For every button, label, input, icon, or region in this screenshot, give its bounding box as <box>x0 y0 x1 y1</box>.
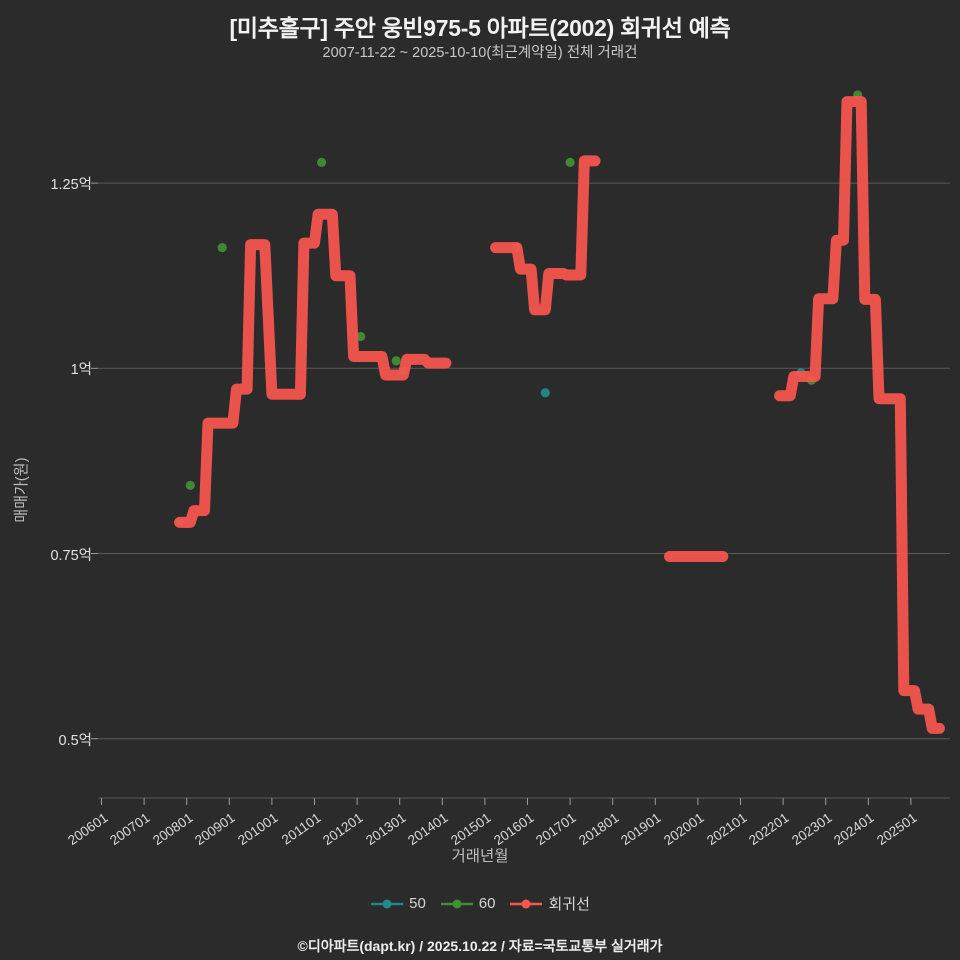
legend-label: 60 <box>478 895 496 912</box>
legend-label: 50 <box>409 895 426 912</box>
scatter-point <box>540 388 550 398</box>
scatter-point <box>217 243 227 253</box>
legend-marker-icon <box>510 899 543 908</box>
chart-subtitle: 2007-11-22 ~ 2025-10-10(최근계약일) 전체 거래건 <box>322 45 638 61</box>
y-axis-tick-label: 1억 <box>70 362 92 379</box>
y-axis-tick-label: 1.25억 <box>50 177 92 194</box>
chart-legend: 50 60 회귀선 <box>0 893 960 914</box>
legend-item[interactable]: 50 <box>370 895 426 912</box>
chart-footer: ©디아파트(dapt.kr) / 2025.10.22 / 자료=국토교통부 실… <box>297 938 663 954</box>
regression-line-segment <box>774 96 945 734</box>
legend-item[interactable]: 60 <box>440 895 496 912</box>
scatter-point <box>185 480 195 490</box>
y-axis-tick-label: 0.5억 <box>58 732 93 749</box>
legend-item[interactable]: 회귀선 <box>509 893 590 914</box>
y-axis-tick-group: 0.5억 0.75억 1억 1.25억 <box>0 0 92 960</box>
scatter-point <box>356 331 366 342</box>
legend-marker-icon <box>440 899 473 908</box>
y-axis-tick-label: 0.75억 <box>50 547 92 564</box>
scatter-point <box>565 157 575 167</box>
regression-line-segment <box>490 155 601 316</box>
scatter-point <box>391 356 401 366</box>
chart-title: [미추홀구] 주안 웅빈975-5 아파트(2002) 회귀선 예측 <box>229 15 731 41</box>
regression-line-segment <box>174 208 452 528</box>
legend-label: 회귀선 <box>548 896 590 913</box>
scatter-point <box>317 157 327 167</box>
legend-marker-icon <box>371 899 404 908</box>
x-axis-label: 거래년월 <box>451 848 509 865</box>
